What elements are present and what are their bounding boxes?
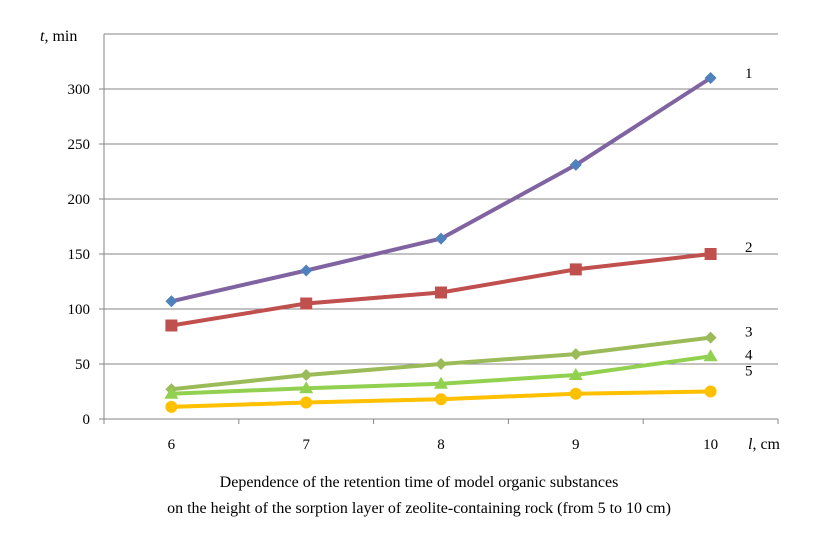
y-tick-labels: 0 50 100 150 200 250 300: [68, 82, 91, 428]
x-tick-labels: 6 7 8 9 10: [168, 437, 718, 453]
data-point: [703, 349, 718, 362]
y-tick-label: 0: [83, 412, 91, 428]
data-point: [704, 248, 717, 260]
series-group: 1 2 3 45: [164, 66, 753, 413]
y-axis-unit: , min: [44, 28, 77, 45]
series-label: 2: [745, 240, 753, 256]
data-point: [568, 368, 583, 380]
y-tick-label: 150: [68, 247, 91, 263]
series-label: 5: [745, 364, 753, 380]
x-tick-label: 10: [703, 437, 718, 453]
chart-caption-line1: Dependence of the retention time of mode…: [219, 474, 619, 491]
x-axis-var: l: [748, 436, 753, 453]
series-1: 1: [165, 66, 753, 308]
data-point: [704, 331, 717, 344]
x-tick-label: 8: [437, 437, 445, 453]
data-point: [165, 319, 178, 332]
x-tick-label: 9: [572, 437, 580, 453]
y-tick-label: 100: [68, 302, 91, 318]
data-point: [300, 297, 313, 310]
y-tick-label: 300: [68, 82, 91, 98]
data-point: [704, 72, 717, 84]
series-label: 1: [745, 66, 753, 82]
data-point: [569, 348, 582, 361]
y-tick-label: 250: [68, 137, 91, 153]
y-axis-var: t: [40, 28, 45, 45]
data-point: [165, 400, 178, 413]
data-point: [435, 232, 447, 245]
series-5: 5: [165, 364, 753, 413]
data-point: [435, 393, 447, 406]
data-point: [164, 386, 179, 399]
series-3: 3: [165, 325, 753, 396]
data-point: [300, 396, 313, 409]
series-label: 3: [745, 325, 753, 341]
data-point: [300, 369, 313, 381]
series-label: 4: [745, 347, 753, 363]
axes: [99, 34, 779, 424]
series-2: 2: [165, 240, 753, 332]
x-axis-unit: , cm: [752, 436, 780, 453]
data-point: [569, 263, 582, 276]
data-point: [299, 381, 314, 394]
x-tick-label: 6: [168, 437, 176, 453]
y-tick-label: 200: [68, 192, 91, 208]
x-axis-label: l, cm: [748, 436, 781, 453]
y-axis-label: t, min: [40, 28, 77, 45]
data-point: [569, 387, 582, 400]
y-tick-label: 50: [75, 357, 90, 373]
grid-lines: [104, 33, 778, 365]
x-tick-label: 7: [302, 437, 310, 453]
data-point: [434, 376, 448, 389]
series-4: 4: [164, 347, 753, 399]
chart-caption-line2: on the height of the sorption layer of z…: [167, 500, 671, 517]
data-point: [300, 264, 313, 277]
data-point: [435, 358, 447, 370]
line-chart: 0 50 100 150 200 250 300 6 7 8 9 10 1 2 3 45 t, min l…: [40, 28, 781, 453]
series-1-line: [169, 76, 713, 304]
data-point: [435, 286, 447, 299]
data-point: [704, 385, 717, 398]
data-point: [165, 295, 178, 308]
data-point: [569, 158, 582, 171]
